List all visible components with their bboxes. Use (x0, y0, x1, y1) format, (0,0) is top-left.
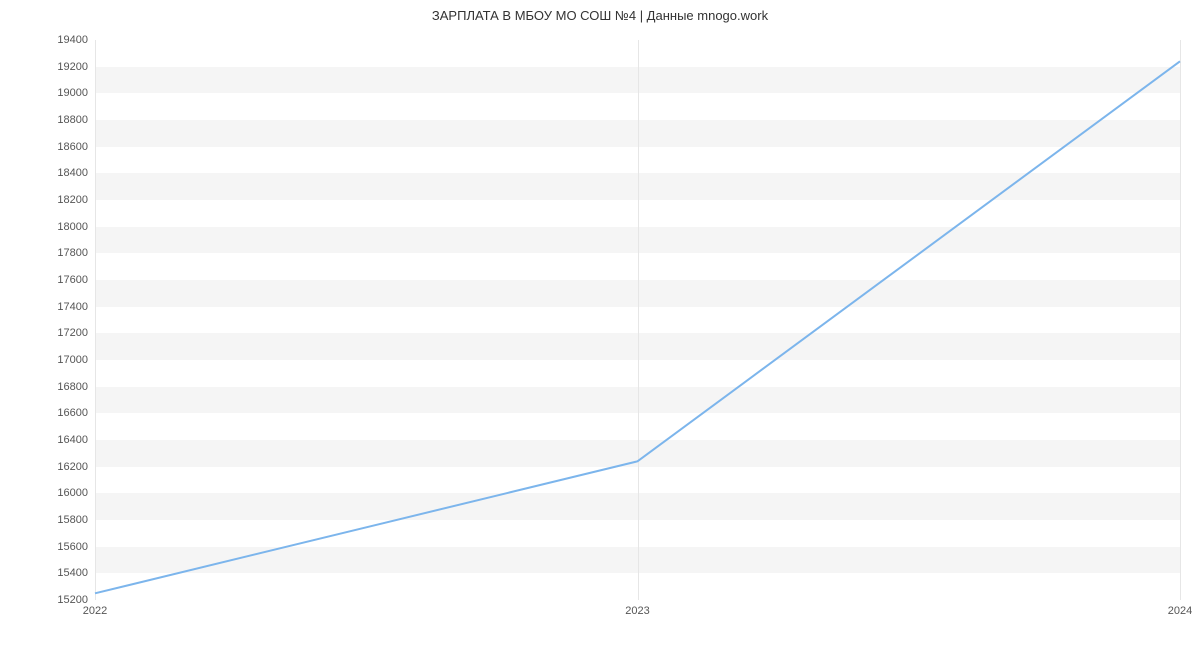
y-tick-label: 18800 (38, 114, 88, 126)
y-tick-label: 18000 (38, 221, 88, 233)
chart-container: ЗАРПЛАТА В МБОУ МО СОШ №4 | Данные mnogo… (0, 0, 1200, 650)
y-tick-label: 16800 (38, 381, 88, 393)
y-tick-label: 18200 (38, 194, 88, 206)
y-tick-label: 16600 (38, 407, 88, 419)
x-tick-label: 2024 (1168, 605, 1192, 617)
line-series-svg (95, 40, 1180, 600)
y-tick-label: 17000 (38, 354, 88, 366)
y-tick-label: 16200 (38, 461, 88, 473)
y-tick-label: 19000 (38, 87, 88, 99)
x-tick-label: 2023 (625, 605, 649, 617)
y-tick-label: 17200 (38, 327, 88, 339)
y-tick-label: 15800 (38, 514, 88, 526)
y-tick-label: 19200 (38, 61, 88, 73)
plot-area (95, 40, 1180, 600)
y-tick-label: 15400 (38, 567, 88, 579)
y-tick-label: 18400 (38, 167, 88, 179)
y-tick-label: 17600 (38, 274, 88, 286)
y-tick-label: 17400 (38, 301, 88, 313)
grid-line-vertical (1180, 40, 1181, 600)
y-tick-label: 16400 (38, 434, 88, 446)
y-tick-label: 19400 (38, 34, 88, 46)
y-tick-label: 17800 (38, 247, 88, 259)
chart-title: ЗАРПЛАТА В МБОУ МО СОШ №4 | Данные mnogo… (0, 0, 1200, 23)
series-line-salary (95, 61, 1180, 593)
y-tick-label: 16000 (38, 487, 88, 499)
y-tick-label: 15200 (38, 594, 88, 606)
y-tick-label: 18600 (38, 141, 88, 153)
y-tick-label: 15600 (38, 541, 88, 553)
x-tick-label: 2022 (83, 605, 107, 617)
